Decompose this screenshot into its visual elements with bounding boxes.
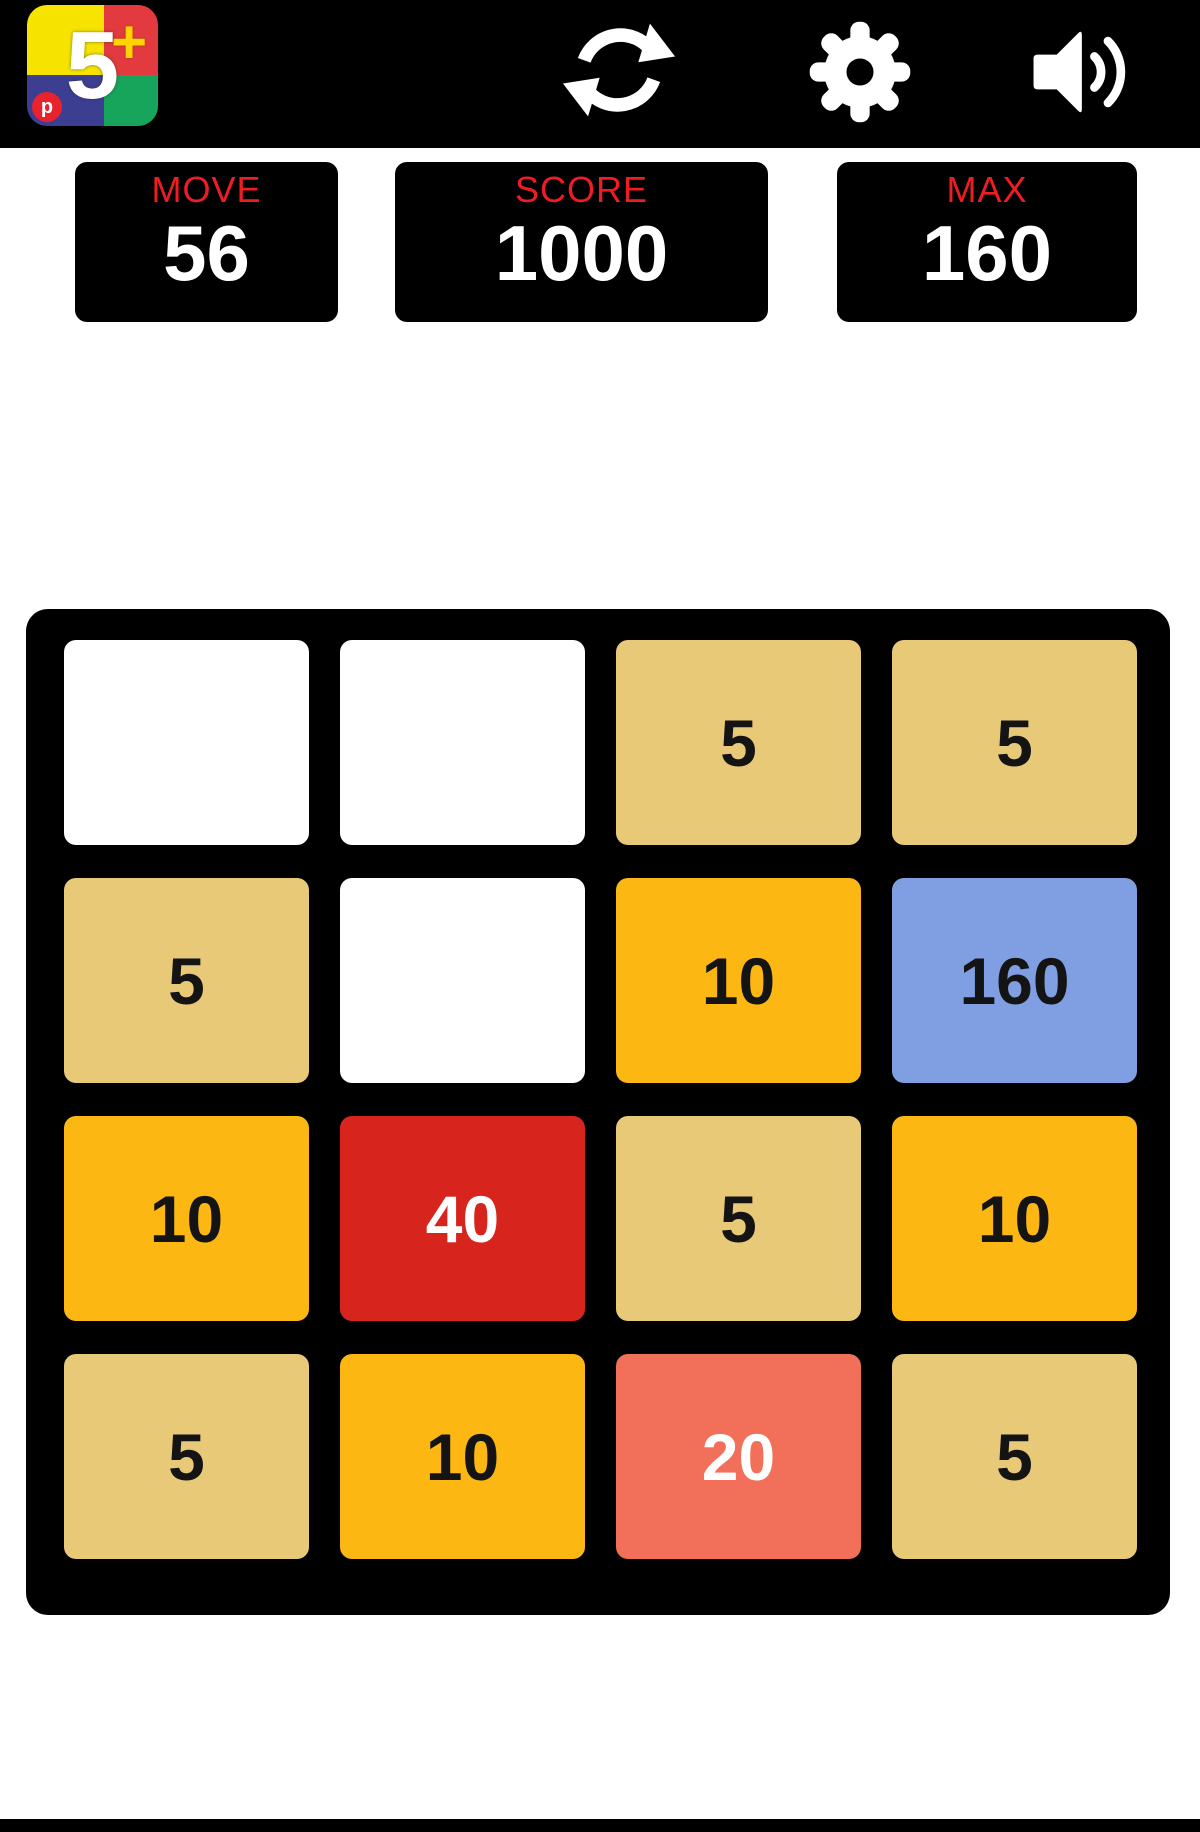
- tile-r3c0[interactable]: 5: [64, 1354, 309, 1559]
- tile-r1c0[interactable]: 5: [64, 878, 309, 1083]
- gear-icon: [802, 14, 918, 130]
- move-value: 56: [163, 209, 250, 297]
- max-value: 160: [921, 209, 1053, 297]
- bottom-bar: [0, 1819, 1200, 1832]
- logo-red-quadrant: [104, 5, 158, 76]
- tile-r0c2[interactable]: 5: [616, 640, 861, 845]
- logo-yellow-quadrant: [27, 5, 105, 76]
- logo-p-badge: p: [32, 92, 62, 122]
- max-tile-box: MAX 160: [837, 162, 1137, 322]
- tile-r2c0[interactable]: 10: [64, 1116, 309, 1321]
- tile-r0c0[interactable]: [64, 640, 309, 845]
- game-board[interactable]: 5 5 5 10 160 10 40 5 10 5 10 20 5: [26, 609, 1170, 1615]
- tile-r2c1[interactable]: 40: [340, 1116, 585, 1321]
- tile-r0c1[interactable]: [340, 640, 585, 845]
- speaker-icon: [1020, 14, 1136, 130]
- tile-r1c1[interactable]: [340, 878, 585, 1083]
- tile-r3c3[interactable]: 5: [892, 1354, 1137, 1559]
- logo-plus-sign: +: [111, 8, 148, 77]
- score-box: SCORE 1000: [395, 162, 768, 322]
- move-counter-box: MOVE 56: [75, 162, 338, 322]
- tile-r2c2[interactable]: 5: [616, 1116, 861, 1321]
- restart-button[interactable]: [561, 12, 677, 128]
- tile-r1c2[interactable]: 10: [616, 878, 861, 1083]
- settings-button[interactable]: [802, 14, 918, 130]
- tile-r3c1[interactable]: 10: [340, 1354, 585, 1559]
- logo-number: 5: [65, 11, 120, 119]
- tile-r1c3[interactable]: 160: [892, 878, 1137, 1083]
- tile-r3c2[interactable]: 20: [616, 1354, 861, 1559]
- tile-r2c3[interactable]: 10: [892, 1116, 1137, 1321]
- app-logo: + 5 p: [27, 5, 158, 126]
- max-label: MAX: [946, 169, 1028, 210]
- score-label: SCORE: [514, 169, 649, 210]
- score-value: 1000: [494, 209, 669, 297]
- move-label: MOVE: [151, 169, 262, 210]
- refresh-icon: [561, 12, 677, 128]
- logo-green-quadrant: [104, 75, 158, 126]
- top-bar: + 5 p: [0, 0, 1200, 148]
- sound-button[interactable]: [1020, 14, 1136, 130]
- tile-r0c3[interactable]: 5: [892, 640, 1137, 845]
